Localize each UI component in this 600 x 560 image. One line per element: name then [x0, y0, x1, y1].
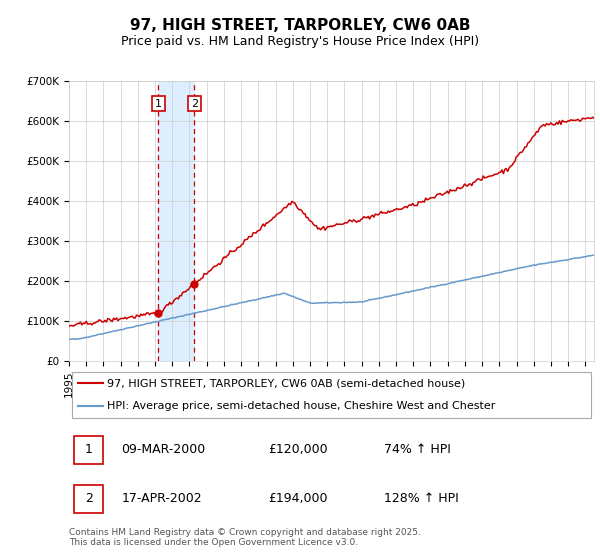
Text: 97, HIGH STREET, TARPORLEY, CW6 0AB (semi-detached house): 97, HIGH STREET, TARPORLEY, CW6 0AB (sem… — [107, 378, 465, 388]
FancyBboxPatch shape — [74, 436, 103, 464]
Bar — [158, 81, 194, 361]
Text: 2: 2 — [85, 492, 92, 506]
Text: 1: 1 — [85, 444, 92, 456]
Text: £120,000: £120,000 — [269, 444, 328, 456]
Text: HPI: Average price, semi-detached house, Cheshire West and Chester: HPI: Average price, semi-detached house,… — [107, 402, 495, 412]
Text: Contains HM Land Registry data © Crown copyright and database right 2025.
This d: Contains HM Land Registry data © Crown c… — [69, 528, 421, 547]
FancyBboxPatch shape — [71, 372, 592, 418]
Text: £194,000: £194,000 — [269, 492, 328, 506]
Text: Price paid vs. HM Land Registry's House Price Index (HPI): Price paid vs. HM Land Registry's House … — [121, 35, 479, 49]
Text: 128% ↑ HPI: 128% ↑ HPI — [384, 492, 459, 506]
FancyBboxPatch shape — [74, 485, 103, 513]
Text: 09-MAR-2000: 09-MAR-2000 — [121, 444, 206, 456]
Text: 74% ↑ HPI: 74% ↑ HPI — [384, 444, 451, 456]
Text: 2: 2 — [191, 99, 198, 109]
Text: 17-APR-2002: 17-APR-2002 — [121, 492, 202, 506]
Text: 1: 1 — [155, 99, 162, 109]
Text: 97, HIGH STREET, TARPORLEY, CW6 0AB: 97, HIGH STREET, TARPORLEY, CW6 0AB — [130, 18, 470, 32]
